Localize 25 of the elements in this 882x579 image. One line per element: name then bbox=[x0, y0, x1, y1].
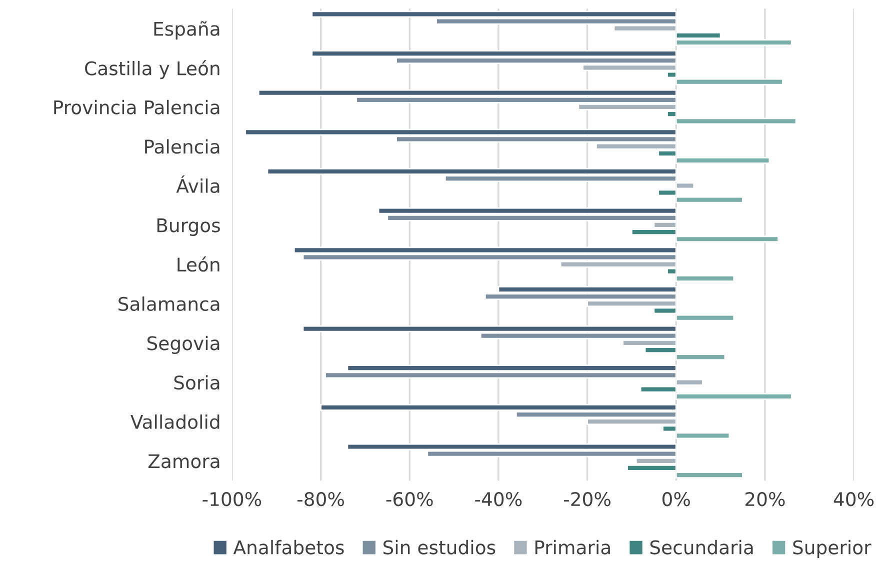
x-tick-label: -60% bbox=[386, 492, 433, 506]
legend-label: Superior bbox=[793, 540, 872, 558]
x-tick-label: -80% bbox=[297, 492, 344, 506]
y-tick-label: Castilla y León bbox=[85, 60, 220, 80]
y-tick-label: Soria bbox=[174, 375, 220, 390]
y-tick-label: Palencia bbox=[145, 139, 220, 154]
x-tick-label: -40% bbox=[475, 492, 522, 506]
x-tick-label: -20% bbox=[564, 492, 610, 506]
y-tick-label: Ávila bbox=[176, 175, 220, 194]
y-tick-label: Valladolid bbox=[130, 414, 220, 429]
legend-label: Sin estudios bbox=[383, 540, 496, 554]
y-tick-label: Salamanca bbox=[118, 296, 220, 312]
legend-label: Secundaria bbox=[650, 540, 753, 554]
y-tick-label: España bbox=[154, 21, 220, 40]
legend-label: Primaria bbox=[535, 540, 610, 554]
y-tick-label: Provincia Palencia bbox=[54, 100, 220, 114]
x-tick-label: 0% bbox=[662, 492, 690, 506]
y-tick-label: Segovia bbox=[147, 336, 220, 354]
x-tick-label: 40% bbox=[834, 492, 874, 506]
x-tick-label: -100% bbox=[202, 492, 262, 506]
y-tick-label: Zamora bbox=[148, 454, 220, 468]
y-tick-label: León bbox=[178, 256, 220, 272]
y-tick-label: Burgos bbox=[157, 218, 220, 236]
x-tick-label: 20% bbox=[745, 492, 785, 506]
legend-label: Analfabetos bbox=[233, 540, 344, 554]
